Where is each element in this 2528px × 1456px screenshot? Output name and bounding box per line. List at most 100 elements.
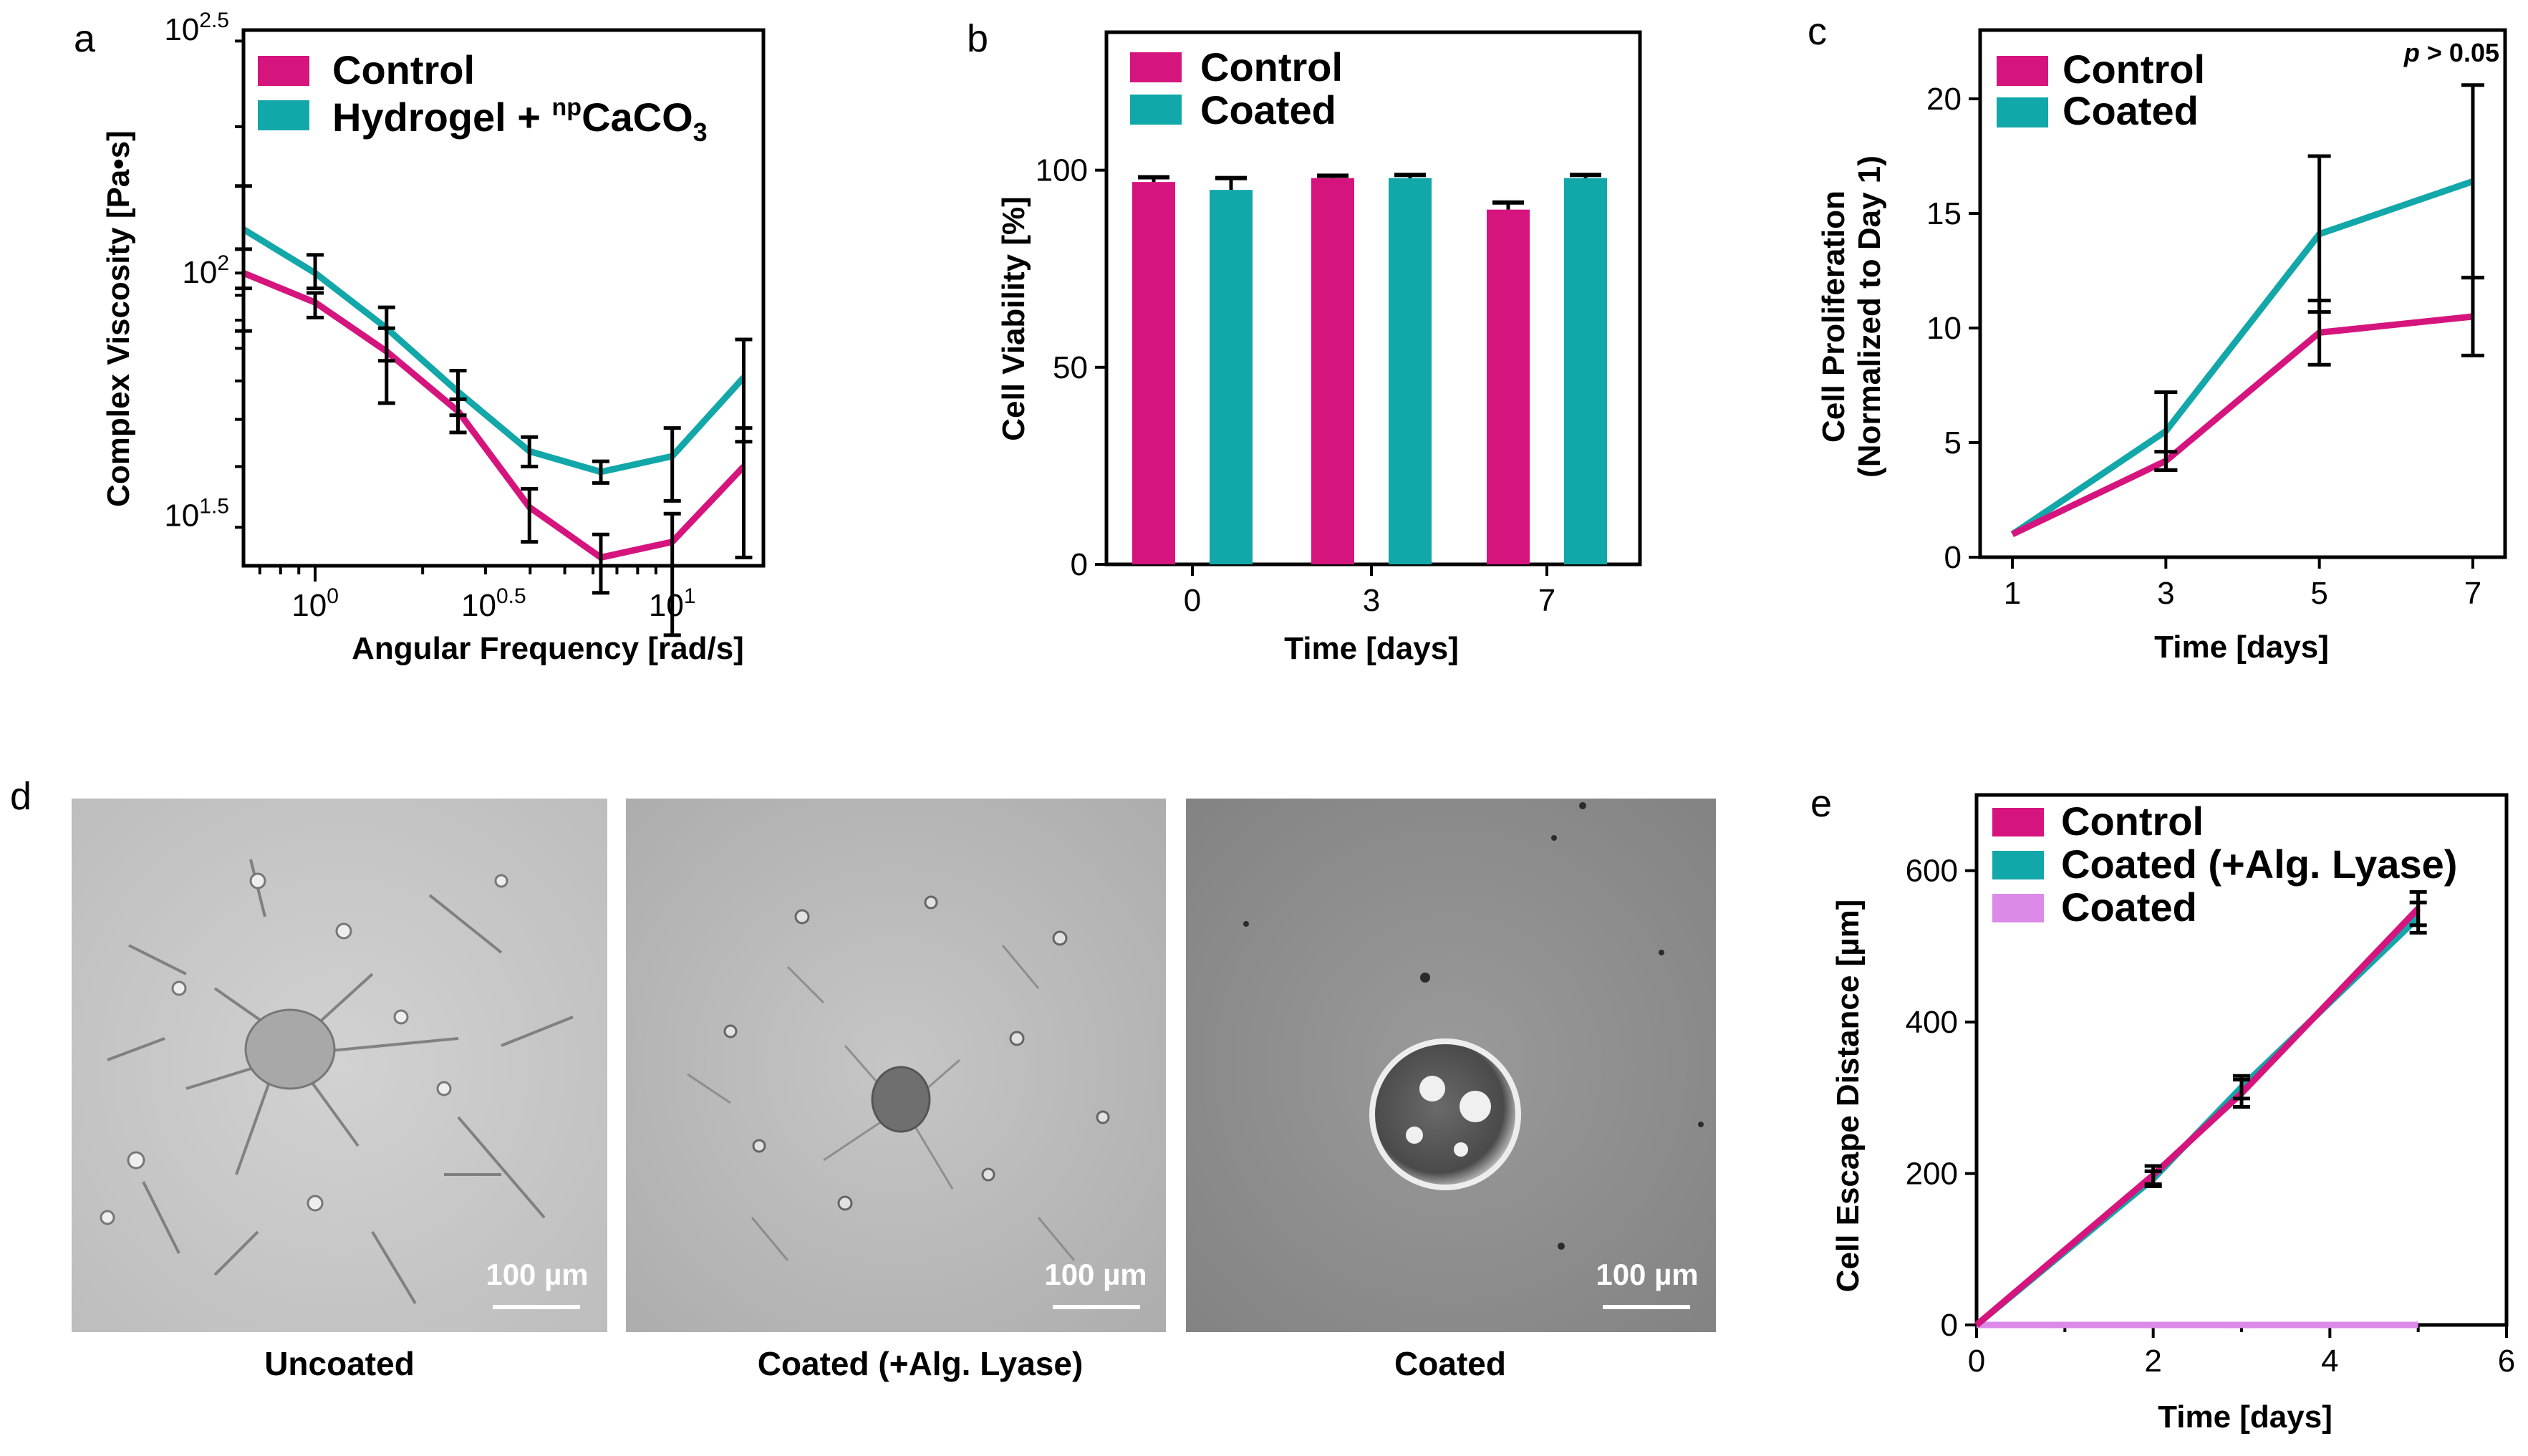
chart-a-y-tick-label: 101.5 [164, 495, 229, 534]
legend-c-label-control: Control [2063, 47, 2205, 92]
chart-a-y-tick-base: 10 [182, 255, 217, 290]
micrograph-coated-debris [1243, 802, 1704, 1250]
scale-bar-2 [1053, 1305, 1140, 1309]
legend-a-hydrogel-main: CaCO [582, 95, 693, 140]
scale-bar-3-label: 100 µm [1596, 1258, 1698, 1291]
chart-a-x-tick-label: 100 [291, 584, 339, 623]
legend-b-swatch-coated [1130, 95, 1182, 125]
chart-e-plot-area: 0 200 400 600 0 2 4 6 [1906, 793, 2515, 1379]
chart-b-errbar-control [1492, 200, 1524, 210]
panel-letter-d: d [10, 775, 32, 818]
chart-b-y-axis-title: Cell Viability [%] [996, 196, 1031, 441]
chart-c-p-value-annotation: p > 0.05 [2403, 38, 2499, 67]
chart-c-frame [1978, 28, 2507, 559]
chart-a-errbar-control [663, 511, 681, 637]
scale-bar-2-label: 100 µm [1044, 1258, 1147, 1291]
legend-e-label-coated: Coated [2061, 884, 2197, 930]
chart-c-y-axis-title-line2: (Normalized to Day 1) [1852, 155, 1887, 478]
uncoated-spheroid [244, 1008, 336, 1090]
chart-a-x-tick-base: 10 [291, 588, 327, 623]
chart-a-errbar-hydrogel [521, 435, 539, 468]
chart-a-errbar-control [521, 486, 539, 544]
chart-a-y-tick-exp: 2 [217, 251, 229, 275]
coated-microcapsule [1369, 1038, 1521, 1190]
chart-a-x-axis-title: Angular Frequency [rad/s] [352, 631, 744, 666]
chart-c-x-tick-label: 5 [2310, 576, 2327, 611]
chart-a-errbar-hydrogel [592, 459, 609, 485]
chart-c-y-tick-label: 15 [1926, 196, 1962, 231]
chart-c-plot-area: 0 5 10 15 20 1 3 5 7 [1926, 28, 2507, 611]
legend-a-label-hydrogel: Hydrogel + npCaCO3 [332, 94, 708, 147]
chart-b-bar-coated [1564, 178, 1607, 565]
legend-a-swatch-hydrogel [258, 100, 309, 130]
legend-e-label-lyase: Coated (+Alg. Lyase) [2061, 842, 2457, 887]
chart-b-x-tick-label: 3 [1363, 583, 1380, 618]
legend-a-hydrogel-prefix: Hydrogel + [332, 95, 552, 140]
chart-b-errbar-control [1317, 173, 1349, 178]
chart-b-x-tick-label: 0 [1184, 583, 1201, 618]
chart-b-bar-control [1487, 209, 1530, 564]
chart-a-errbar-hydrogel [307, 253, 324, 291]
chart-e-y-tick-label: 400 [1906, 1005, 1958, 1040]
p-value-rest: > 0.05 [2420, 38, 2499, 67]
chart-a-errbar-hydrogel [377, 305, 395, 363]
chart-c: 0 5 10 15 20 1 3 5 7 Time [days] Cell Proliferat… [1816, 28, 2507, 665]
micrograph-coated: 100 µm [1186, 799, 1716, 1332]
micrograph-coated-lyase: 100 µm [626, 799, 1166, 1332]
chart-e-y-tick-label: 600 [1906, 854, 1958, 889]
chart-a-x-tick-exp: 0.5 [496, 584, 526, 608]
micrograph-lyase-cells [687, 945, 1076, 1261]
chart-a-x-tick-base: 10 [461, 588, 496, 623]
chart-e-y-tick-label: 200 [1906, 1157, 1958, 1192]
chart-c-x-tick-label: 1 [2004, 576, 2021, 611]
scale-bar-1 [493, 1305, 580, 1309]
chart-c-x-tick-label: 3 [2157, 576, 2174, 611]
chart-a-x-tick-base: 10 [649, 588, 684, 623]
chart-b-frame [1104, 30, 1642, 567]
legend-e-label-control: Control [2061, 799, 2204, 844]
chart-a-errbar-hydrogel [663, 426, 681, 503]
legend-a-swatch-control [258, 56, 309, 86]
chart-b-legend: Control Coated [1130, 44, 1343, 132]
caption-coated: Coated [1394, 1345, 1506, 1382]
chart-c-y-tick-label: 5 [1944, 425, 1962, 461]
chart-b-bar-control [1132, 182, 1175, 564]
chart-e-errbar-lyase [2233, 1074, 2250, 1101]
scale-bar-3 [1603, 1305, 1690, 1309]
legend-a-hydrogel-sub: 3 [693, 117, 708, 147]
chart-b-y-tick-label: 50 [1053, 350, 1088, 385]
chart-b-bar-coated [1389, 178, 1432, 565]
chart-a-errbar-hydrogel [449, 368, 467, 418]
scale-bar-1-label: 100 µm [486, 1258, 588, 1291]
legend-a-label-control: Control [332, 47, 475, 92]
chart-c-errbar-coated [2154, 390, 2178, 472]
chart-b-errbar-coated [1570, 173, 1601, 178]
chart-b-bar-control [1311, 178, 1354, 565]
legend-c-swatch-control [1997, 56, 2048, 86]
chart-c-series-line-control [2011, 313, 2474, 538]
micrograph-lyase-bright-cells [723, 895, 1110, 1211]
caption-uncoated: Uncoated [264, 1345, 415, 1382]
micrograph-uncoated-image [72, 799, 607, 1332]
chart-c-y-axis-title-line1: Cell Proliferation [1816, 191, 1851, 443]
chart-c-y-tick-label: 0 [1944, 540, 1962, 575]
chart-b-errbar-coated [1394, 173, 1426, 178]
chart-a-y-tick-label: 102 [182, 251, 229, 290]
chart-e-x-tick-label: 2 [2144, 1344, 2161, 1379]
chart-b-x-tick-label: 7 [1538, 583, 1555, 618]
chart-a-y-axis-title: Complex Viscosity [Pa•s] [101, 130, 136, 507]
chart-e-y-axis-title: Cell Escape Distance [µm] [1830, 900, 1866, 1293]
chart-b-errbar-coated [1215, 175, 1247, 191]
chart-a-errbar-control [307, 291, 324, 319]
p-value-italic-p: p [2403, 38, 2420, 67]
panel-letter-e: e [1810, 782, 1832, 825]
chart-a-x-tick-label: 100.5 [461, 584, 526, 623]
chart-a-x-tick-label: 101 [649, 584, 696, 623]
chart-b-y-tick-label: 100 [1036, 153, 1088, 188]
chart-c-y-tick-label: 20 [1926, 82, 1962, 117]
chart-a-series-line-control [242, 270, 746, 561]
chart-a-y-tick-base: 10 [164, 498, 199, 534]
